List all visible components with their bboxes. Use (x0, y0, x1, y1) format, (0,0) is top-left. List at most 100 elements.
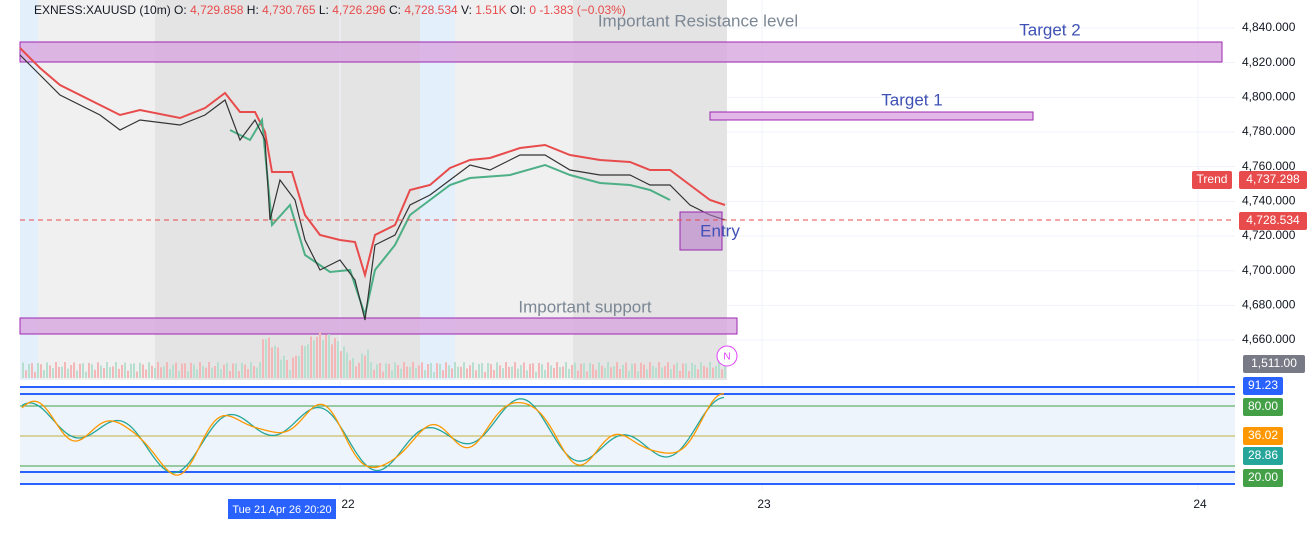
volume-bar (676, 362, 678, 378)
volume-bar (547, 362, 549, 378)
volume-bar (598, 362, 600, 378)
volume-bar (574, 362, 576, 378)
volume-bar (142, 364, 144, 378)
volume-bar (340, 351, 342, 378)
volume-bar (67, 368, 69, 378)
cursor-time-bg (228, 499, 336, 519)
volume-bar (235, 363, 237, 378)
volume-bar (610, 367, 612, 378)
field-label: OI: (510, 3, 526, 17)
price-tick-label: 4,780.000 (1242, 124, 1296, 138)
volume-bar (172, 364, 174, 378)
volume-bar (421, 362, 423, 378)
volume-bar (106, 362, 108, 378)
price-tick-label: 4,820.000 (1242, 55, 1296, 69)
last-price: 4,728.534 (1246, 213, 1300, 227)
volume-bar (700, 362, 702, 378)
session-bg (20, 0, 38, 380)
volume-bar (154, 367, 156, 378)
volume-bar (148, 362, 150, 378)
volume-bar (667, 362, 669, 378)
volume (22, 332, 726, 378)
volume-bar (658, 362, 660, 378)
volume-bar (331, 344, 333, 378)
volume-bar (220, 369, 222, 378)
oscillator-tag: 20.00 (1248, 470, 1278, 484)
volume-bar (532, 363, 534, 378)
oscillator-tag: 28.86 (1248, 448, 1278, 462)
volume-bar (469, 365, 471, 378)
volume-bar (319, 332, 321, 378)
volume-bar (85, 371, 87, 378)
volume-bar (478, 363, 480, 378)
resistance-zone (19, 41, 1223, 63)
volume-bar (268, 337, 270, 378)
time-tick-label: 23 (757, 497, 771, 511)
volume-bar (175, 362, 177, 378)
volume-bar (631, 363, 633, 378)
volume-bar (511, 366, 513, 378)
volume-bar (538, 362, 540, 378)
volume-bar (577, 370, 579, 378)
volume-bar (490, 364, 492, 378)
volume-bar (37, 362, 39, 378)
volume-bar (328, 334, 330, 378)
price-tick-label: 4,720.000 (1242, 228, 1296, 242)
volume-bar (562, 366, 564, 378)
volume-bar (460, 366, 462, 378)
annotation: Important support (518, 297, 652, 316)
symbol: EXNESS:XAUUSD (10m) (34, 3, 171, 17)
field-label: O: (174, 3, 187, 17)
volume-bar (358, 362, 360, 378)
volume-bar (46, 362, 48, 378)
field-value: 1.51K (475, 3, 506, 17)
session-bg (38, 0, 155, 380)
volume-bar (292, 357, 294, 378)
field-value: 4,730.765 (262, 3, 316, 17)
volume-bar (433, 371, 435, 378)
volume-bar (424, 370, 426, 378)
oscillator-tag-bg (1243, 447, 1283, 465)
volume-bar (322, 339, 324, 378)
volume-bar (385, 363, 387, 378)
volume-bar (31, 363, 33, 378)
price-tick-label: 4,660.000 (1242, 332, 1296, 346)
trend-label: Trend (1197, 172, 1228, 186)
volume-bar (502, 368, 504, 378)
volume-bar (310, 336, 312, 378)
volume-bar (379, 362, 381, 378)
volume-bar (112, 366, 114, 378)
volume-bar (565, 362, 567, 378)
price-path (19, 54, 726, 321)
volume-bar (643, 364, 645, 378)
volume-bar (349, 360, 351, 378)
volume-bar (454, 362, 456, 378)
volume-bar (589, 362, 591, 378)
volume-bar (361, 353, 363, 378)
volume-bar (391, 370, 393, 378)
volume-bar (346, 352, 348, 378)
volume-bar (568, 368, 570, 378)
volume-bar (403, 362, 405, 378)
marker-label: N (723, 352, 730, 363)
volume-bar (259, 362, 261, 378)
volume-bar (481, 363, 483, 378)
volume-bar (715, 365, 717, 378)
volume-bar (118, 368, 120, 378)
field-value: 4,726.296 (332, 3, 386, 17)
volume-bar (571, 364, 573, 378)
field-value: 4,728.534 (404, 3, 458, 17)
volume-bar (682, 363, 684, 378)
volume-bar (475, 370, 477, 378)
support-zone (19, 317, 738, 335)
field-label: L: (319, 3, 329, 17)
volume-bar (646, 369, 648, 378)
volume-bar (721, 369, 723, 378)
volume-bar (487, 363, 489, 378)
volume-bar (256, 367, 258, 378)
volume-bar (586, 371, 588, 378)
marker[interactable] (716, 345, 738, 367)
volume-bar (388, 363, 390, 378)
price-tick-label: 4,680.000 (1242, 298, 1296, 312)
oscillator-tag-bg (1243, 398, 1283, 416)
